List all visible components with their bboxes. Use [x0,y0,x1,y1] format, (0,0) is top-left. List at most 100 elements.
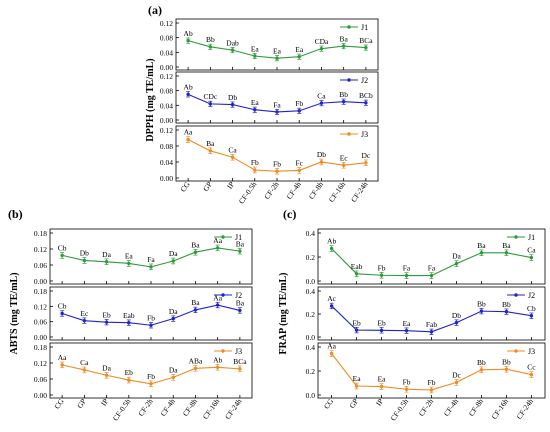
significance-label: Ab [184,83,193,92]
significance-label: Aa [213,293,222,302]
y-axis-label: ABTS (mg TE/mL) [9,272,20,354]
x-tick-label: CF-16h [201,397,222,421]
data-point [230,102,235,107]
y-tick-label: 0.18 [34,343,47,352]
subplot-J1: 0.00 0.04 0.08 0.12 Ab Bb Dab Ea Ea Ea CDa Ba BCa J1 [160,18,379,72]
legend-marker [221,235,225,239]
significance-label: Da [169,249,178,258]
significance-label: Cb [58,244,67,253]
y-axis-label: DPPH (mg TE/mL) [145,58,156,141]
data-point [364,45,368,50]
x-tick-label: CF-8h [307,180,326,201]
y-tick-label: 0.0 [306,333,316,342]
significance-label: Eb [125,368,134,377]
legend-marker [347,25,351,29]
data-point [186,38,190,43]
significance-label: Ab [327,237,336,246]
significance-label: Da [102,250,111,259]
data-point [215,246,220,250]
significance-label: Fb [378,263,386,272]
legend-label: J1 [361,23,368,32]
data-point [354,272,359,276]
x-tick-label: CF-2h [417,397,436,418]
y-tick-label: 0.4 [306,343,316,352]
data-point [171,375,175,380]
legend-marker [514,349,518,353]
significance-label: Ba [236,299,245,308]
x-tick-label: CF-16h [327,180,348,204]
data-point [193,250,198,254]
data-point [404,328,409,333]
y-tick-label: 0.04 [160,48,173,57]
data-point [341,99,346,104]
y-tick-label: 0.0 [306,277,316,286]
subplot-J3: 0.0 0.2 0.4 Aa Ea Ea Fb Fb Dc Bb Bb Cc J3 [306,342,546,400]
y-tick-label: 0.4 [306,229,316,238]
significance-label: Bb [502,357,511,366]
significance-label: Cc [527,363,536,372]
data-point [186,92,190,97]
data-point [479,368,484,372]
data-point [454,261,459,266]
significance-label: Aa [184,128,193,137]
significance-label: Fc [295,159,303,168]
significance-label: Da [102,363,111,372]
data-point [171,316,175,321]
data-point [275,110,279,114]
data-point [319,46,324,51]
significance-label: Da [452,252,461,261]
significance-label: Fb [428,378,436,387]
legend-label: J3 [361,130,368,139]
significance-label: Dab [226,38,239,47]
data-point [127,261,131,266]
data-point [297,168,301,173]
x-tick-label: IP [225,180,236,191]
significance-label: Fa [403,264,411,273]
data-point [127,378,131,382]
data-point [82,318,87,323]
significance-label: Fb [251,158,259,167]
data-point [354,328,359,332]
data-point [186,137,190,142]
significance-label: Bb [502,300,511,309]
x-tick-label: CF-0.5h [389,397,411,423]
significance-label: Db [80,249,89,258]
y-tick-label: 0.08 [160,142,173,151]
subplot-J2: 0.00 0.04 0.08 0.12 Ab CDc Db Ea Fa Fb Ca Bb BCb J2 [160,71,379,125]
panel-label: (a) [148,3,162,17]
significance-label: Cb [527,304,536,313]
data-point [379,328,384,333]
significance-label: Ea [353,374,362,383]
significance-label: BCa [359,36,373,45]
data-point [238,249,242,253]
data-point [454,380,459,385]
x-tick-label: IP [99,397,110,408]
significance-label: Eb [377,319,386,328]
y-tick-label: 0.12 [34,359,47,368]
data-point [171,259,175,263]
data-point [208,102,213,106]
subplot-J3: 0.00 0.04 0.08 0.12 Aa Ba Ca Fb Fb Fc Db Ec Dc J3 [160,125,379,183]
legend-label: J3 [235,347,242,356]
data-point [149,265,153,269]
data-point [341,44,346,48]
panel-label: (b) [8,207,23,221]
data-point [319,160,324,164]
data-point [149,323,153,327]
significance-label: Fab [426,320,438,329]
legend-label: J2 [235,291,242,300]
significance-label: Cb [58,302,67,311]
legend-label: J3 [528,347,535,356]
data-point [208,45,213,49]
x-tick-label: CG [322,397,336,411]
significance-label: Bb [339,90,348,99]
data-point [275,56,279,60]
data-point [149,382,153,386]
significance-label: Db [317,150,326,159]
data-point [230,48,235,52]
significance-label: Dc [362,151,371,160]
data-point [354,384,359,388]
